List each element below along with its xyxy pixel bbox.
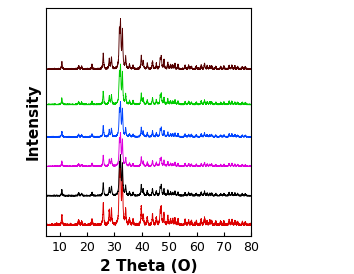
Y-axis label: Intensity: Intensity <box>25 84 40 160</box>
X-axis label: 2 Theta (O): 2 Theta (O) <box>100 259 198 274</box>
